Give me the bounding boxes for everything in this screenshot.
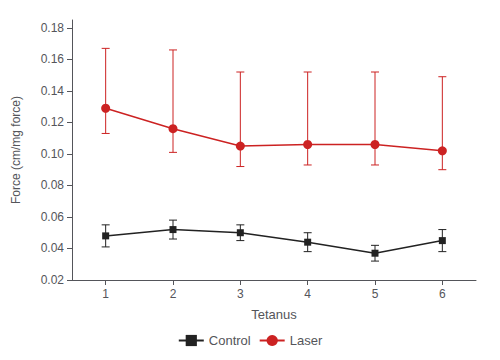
svg-text:0.06: 0.06: [41, 210, 65, 224]
svg-text:0.16: 0.16: [41, 52, 65, 66]
svg-text:5: 5: [372, 287, 379, 301]
svg-text:Force (cm/mg force): Force (cm/mg force): [9, 96, 23, 204]
svg-text:Laser: Laser: [290, 333, 323, 348]
svg-text:Control: Control: [209, 333, 251, 348]
svg-text:2: 2: [170, 287, 177, 301]
svg-text:6: 6: [439, 287, 446, 301]
svg-text:0.04: 0.04: [41, 241, 65, 255]
svg-text:3: 3: [237, 287, 244, 301]
svg-text:0.10: 0.10: [41, 147, 65, 161]
svg-text:Tetanus: Tetanus: [251, 307, 297, 322]
svg-text:0.12: 0.12: [41, 115, 65, 129]
svg-text:0.18: 0.18: [41, 21, 65, 35]
svg-text:0.14: 0.14: [41, 84, 65, 98]
svg-text:1: 1: [102, 287, 109, 301]
svg-text:4: 4: [304, 287, 311, 301]
svg-text:0.02: 0.02: [41, 273, 65, 287]
svg-text:0.08: 0.08: [41, 178, 65, 192]
